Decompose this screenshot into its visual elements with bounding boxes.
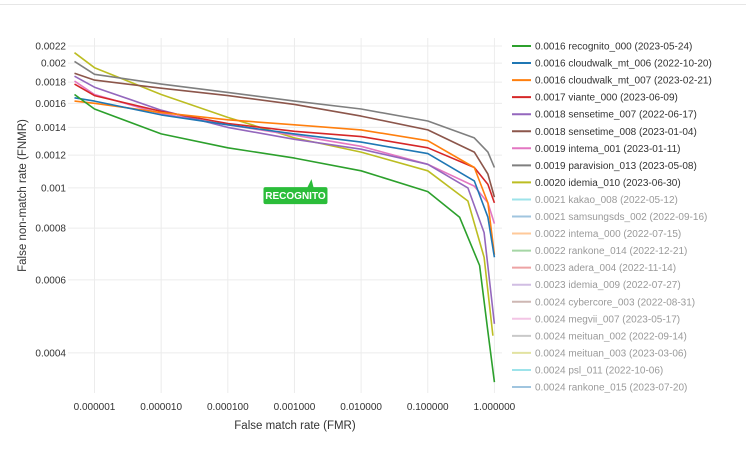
y-tick-label: 0.0008 bbox=[35, 224, 66, 235]
x-tick-label: 0.000001 bbox=[74, 402, 116, 413]
legend-item-label: 0.0019 intema_001 (2023-01-11) bbox=[535, 144, 680, 155]
x-tick-label: 0.100000 bbox=[407, 402, 449, 413]
series-lines bbox=[74, 52, 496, 383]
legend-item-label: 0.0019 paravision_013 (2023-05-08) bbox=[535, 161, 697, 172]
series-line bbox=[74, 60, 496, 168]
top-divider bbox=[0, 4, 746, 5]
y-tick-label: 0.0004 bbox=[35, 348, 66, 359]
legend-item-label: 0.0018 sensetime_008 (2023-01-04) bbox=[535, 127, 697, 138]
legend-item-label: 0.0024 psl_011 (2022-10-06) bbox=[535, 365, 663, 376]
x-tick-label: 0.000010 bbox=[140, 402, 182, 413]
recognito-callout: RECOGNITO bbox=[263, 179, 328, 205]
legend-item-label: 0.0016 cloudwalk_mt_006 (2022-10-20) bbox=[535, 59, 712, 70]
x-axis-title: False match rate (FMR) bbox=[234, 420, 356, 432]
y-tick-label: 0.0018 bbox=[35, 78, 66, 89]
y-axis-title: False non-match rate (FNMR) bbox=[17, 119, 29, 272]
legend-item-label: 0.0024 meituan_002 (2022-09-14) bbox=[535, 331, 687, 342]
axes: False match rate (FMR) False non-match r… bbox=[17, 42, 516, 432]
x-tick-label: 1.000000 bbox=[474, 402, 516, 413]
grid bbox=[68, 38, 502, 393]
legend: 0.0016 recognito_000 (2023-05-24) 0.0016 … bbox=[512, 42, 712, 394]
legend-item-label: 0.0024 rankone_015 (2023-07-20) bbox=[535, 383, 687, 394]
y-tick-label: 0.0006 bbox=[35, 275, 66, 286]
legend-item-label: 0.0022 rankone_014 (2022-12-21) bbox=[535, 246, 687, 257]
legend-item-label: 0.0016 cloudwalk_mt_007 (2023-02-21) bbox=[535, 76, 712, 87]
series-line bbox=[74, 72, 496, 198]
x-tick-label: 0.000100 bbox=[207, 402, 249, 413]
legend-item-label: 0.0020 idemia_010 (2023-06-30) bbox=[535, 178, 681, 189]
y-tick-label: 0.0012 bbox=[35, 151, 66, 162]
legend-item-label: 0.0024 meituan_003 (2023-03-06) bbox=[535, 348, 687, 359]
legend-item-label: 0.0022 intema_000 (2022-07-15) bbox=[535, 229, 681, 240]
series-line bbox=[74, 97, 496, 258]
y-tick-label: 0.0014 bbox=[35, 123, 66, 134]
legend-item-label: 0.0024 megvii_007 (2023-05-17) bbox=[535, 314, 680, 325]
y-tick-label: 0.0022 bbox=[35, 42, 66, 53]
callout-badge bbox=[263, 179, 328, 205]
y-tick-label: 0.002 bbox=[41, 59, 66, 70]
legend-item-label: 0.0024 cybercore_003 (2022-08-31) bbox=[535, 297, 695, 308]
legend-item-label: 0.0017 viante_000 (2023-06-09) bbox=[535, 93, 678, 104]
x-tick-label: 0.001000 bbox=[274, 402, 316, 413]
series-line bbox=[74, 100, 496, 255]
series-line bbox=[74, 83, 496, 204]
y-tick-label: 0.001 bbox=[41, 183, 66, 194]
legend-item-label: 0.0021 samsungsds_002 (2022-09-16) bbox=[535, 212, 707, 223]
legend-item-label: 0.0016 recognito_000 (2023-05-24) bbox=[535, 42, 692, 53]
legend-item-label: 0.0021 kakao_008 (2022-05-12) bbox=[535, 195, 678, 206]
series-line bbox=[74, 75, 496, 324]
y-tick-label: 0.0016 bbox=[35, 99, 66, 110]
callout-label: RECOGNITO bbox=[265, 191, 326, 202]
legend-item-label: 0.0018 sensetime_007 (2022-06-17) bbox=[535, 110, 697, 121]
legend-item-label: 0.0023 idemia_009 (2022-07-27) bbox=[535, 280, 681, 291]
legend-item-label: 0.0023 adera_004 (2022-11-14) bbox=[535, 263, 676, 274]
x-tick-label: 0.010000 bbox=[340, 402, 382, 413]
series-line bbox=[74, 93, 496, 383]
